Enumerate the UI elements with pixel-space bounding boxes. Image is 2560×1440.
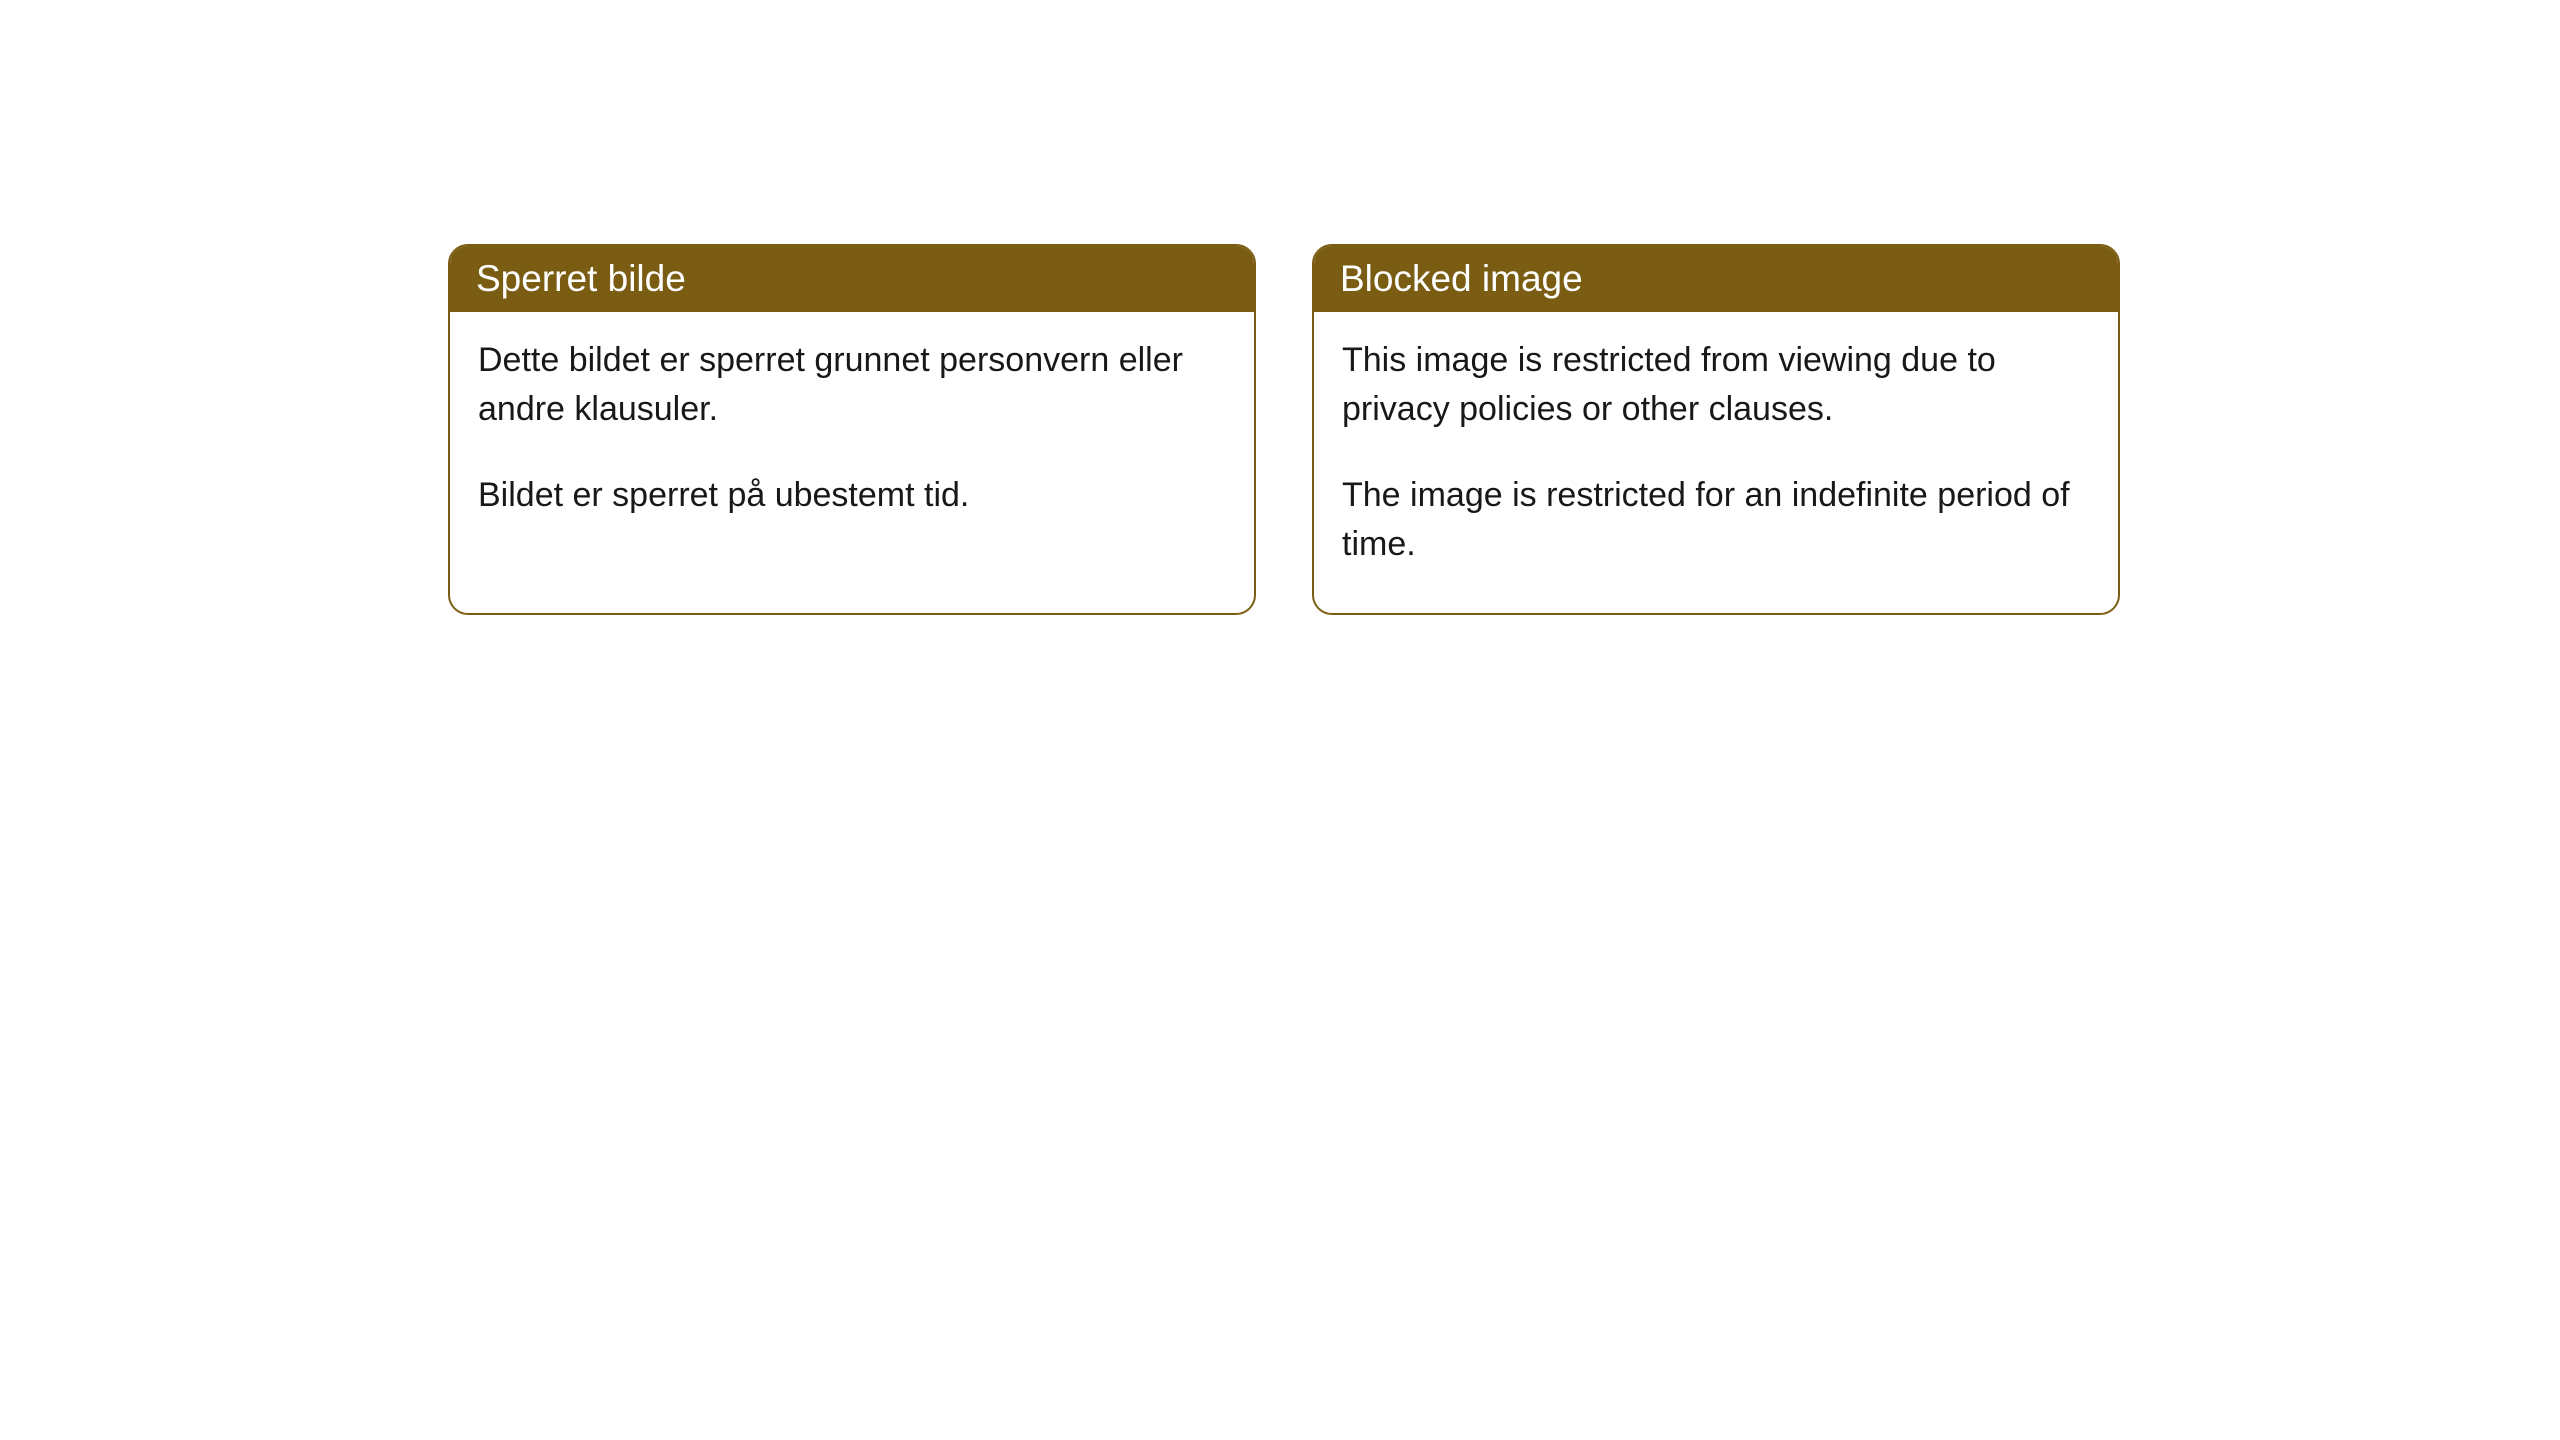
card-paragraph: The image is restricted for an indefinit… (1342, 471, 2090, 570)
card-title: Blocked image (1340, 258, 1583, 299)
card-title: Sperret bilde (476, 258, 686, 299)
card-body: Dette bildet er sperret grunnet personve… (450, 312, 1254, 564)
card-paragraph: This image is restricted from viewing du… (1342, 336, 2090, 435)
notice-card-norwegian: Sperret bilde Dette bildet er sperret gr… (448, 244, 1256, 615)
card-header: Blocked image (1314, 246, 2118, 312)
card-paragraph: Bildet er sperret på ubestemt tid. (478, 471, 1226, 520)
card-body: This image is restricted from viewing du… (1314, 312, 2118, 613)
notice-card-english: Blocked image This image is restricted f… (1312, 244, 2120, 615)
notice-cards-container: Sperret bilde Dette bildet er sperret gr… (448, 244, 2560, 615)
card-header: Sperret bilde (450, 246, 1254, 312)
card-paragraph: Dette bildet er sperret grunnet personve… (478, 336, 1226, 435)
